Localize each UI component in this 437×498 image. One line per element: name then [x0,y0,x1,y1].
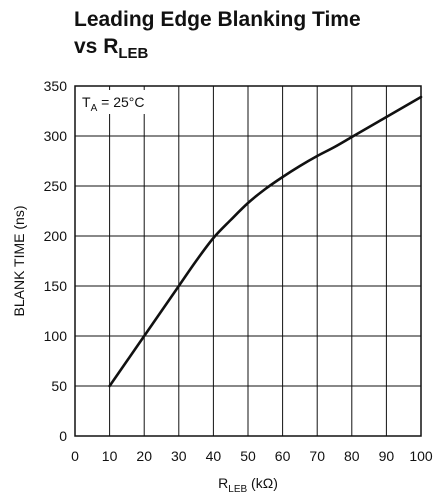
x-tick-labels: 0 10 20 30 40 50 60 70 80 90 100 [71,448,433,464]
y-tick-label-350: 350 [44,78,68,94]
x-axis-label-subscript: LEB [228,484,247,495]
y-tick-label-300: 300 [44,128,68,144]
x-tick-label-70: 70 [309,448,325,464]
chart-title: Leading Edge Blanking Time vs RLEB [74,6,361,62]
chart-title-line2: vs RLEB [74,33,361,62]
y-tick-label-200: 200 [44,228,68,244]
series-line [108,95,423,388]
x-tick-label-20: 20 [136,448,152,464]
annotation-rest: = 25°C [97,94,144,110]
grid [75,86,421,436]
x-tick-label-0: 0 [71,448,79,464]
y-tick-label-250: 250 [44,178,68,194]
x-axis-label-main: R [218,475,228,491]
plot-frame [74,85,422,437]
x-tick-label-50: 50 [240,448,256,464]
x-tick-label-40: 40 [206,448,222,464]
y-tick-label-100: 100 [44,328,68,344]
chart-title-line2-subscript: LEB [118,45,149,62]
y-axis-label: BLANK TIME (ns) [11,206,27,317]
annotation-main: T [82,94,91,110]
annotation-subscript: A [91,103,98,114]
x-axis-label: RLEB (kΩ) [218,475,278,495]
x-tick-label-30: 30 [171,448,187,464]
x-tick-label-90: 90 [379,448,395,464]
chart-title-line2-main: vs R [74,35,119,58]
x-axis-label-unit: (kΩ) [247,475,278,491]
annotation-ta: TA = 25°C [82,94,144,114]
x-tick-label-80: 80 [344,448,360,464]
x-tick-label-60: 60 [275,448,291,464]
y-tick-labels: 0 50 100 150 200 250 300 350 [44,78,68,444]
x-tick-label-10: 10 [102,448,118,464]
y-tick-label-0: 0 [59,428,67,444]
chart-title-line1: Leading Edge Blanking Time [74,8,361,31]
y-tick-label-50: 50 [51,378,67,394]
annotation-background [77,90,157,114]
x-tick-label-100: 100 [409,448,433,464]
y-tick-label-150: 150 [44,278,68,294]
